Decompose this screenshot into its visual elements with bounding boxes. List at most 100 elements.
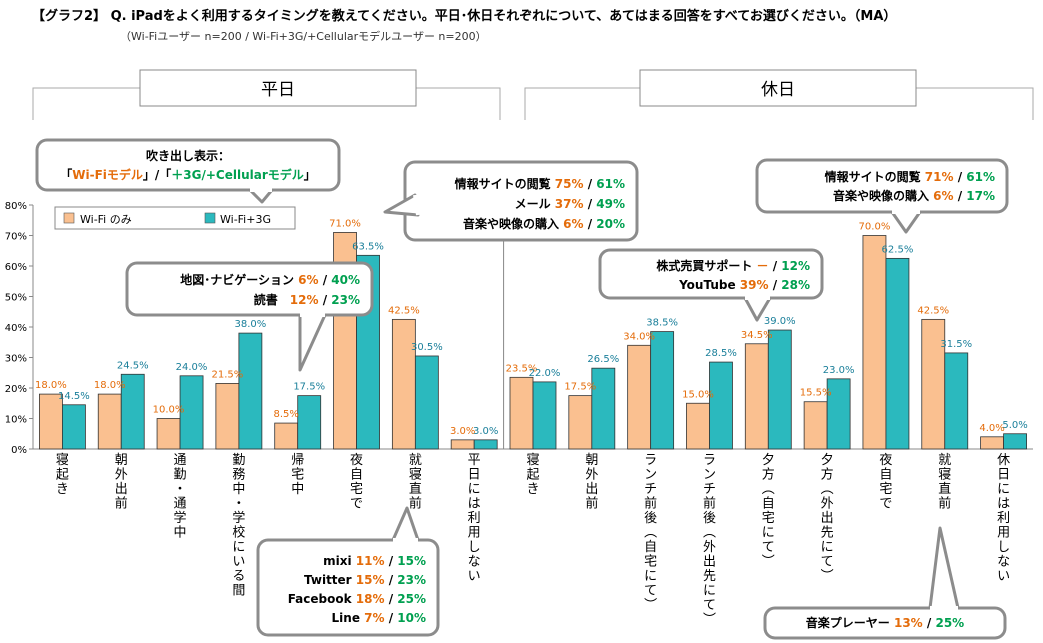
callout-line: 読書 12% / 23% — [254, 292, 360, 307]
value-label-wifi: 10.0% — [153, 405, 185, 416]
callout-holiday-evening: 株式売買サポート － / 12% YouTube 39% / 28% — [598, 248, 824, 322]
callout-line: 音楽プレーヤー 13% / 25% — [806, 615, 964, 630]
bar-wifi — [568, 395, 593, 450]
callout-line: YouTube 39% / 28% — [678, 278, 810, 292]
category-label: 通勤・通学中 — [174, 453, 187, 541]
value-label-wifi: 71.0% — [329, 218, 361, 229]
value-label-cell: 31.5% — [940, 339, 972, 350]
bar-wifi — [391, 318, 416, 450]
bar-wifi — [686, 402, 710, 450]
bar-cell — [297, 395, 322, 450]
callout-holiday-bedtime: 音楽プレーヤー 13% / 25% — [763, 526, 1007, 640]
callout-line: mixi 11% / 15% — [323, 554, 426, 568]
bar-wifi — [450, 439, 475, 450]
bar-cell — [62, 404, 86, 450]
bar-wifi — [862, 235, 887, 450]
callout-line: 音楽や映像の購入 6% / 17% — [833, 188, 995, 203]
legend-label-cell: Wi-Fi+3G — [220, 213, 271, 226]
category-label: 朝外出前 — [585, 453, 598, 512]
callout-weekday-commute: 地図･ナビゲーション 6% / 40% 読書 12% / 23% — [125, 261, 374, 372]
y-tick-label: 20% — [5, 384, 27, 395]
callout-line: 情報サイトの閲覧 71% / 61% — [825, 169, 995, 184]
weekday-header-label: 平日 — [261, 80, 295, 100]
callout-weekday-night: 情報サイトの閲覧 75% / 61% メール 37% / 49% 音楽や映像の購入 … — [383, 160, 639, 242]
value-label-wifi: 34.0% — [623, 331, 655, 342]
category-label: 就寝直前 — [409, 453, 422, 512]
bar-cell — [414, 355, 439, 450]
category-label: 夜自宅で — [350, 453, 363, 512]
value-label-cell: 39.0% — [764, 316, 796, 327]
y-tick-label: 70% — [5, 232, 27, 243]
holiday-header: 休日 — [524, 69, 1034, 120]
bar-cell — [120, 373, 145, 450]
page-title: 【グラフ2】 Q. iPadをよく利用するタイミングを教えてください。平日･休日… — [32, 8, 896, 24]
bar-cell — [1003, 433, 1027, 450]
bar-cell — [944, 352, 969, 450]
callout-line: 「Wi-Fiモデル」/「＋3G/+Cellularモデル」 — [60, 167, 316, 182]
bar-cell — [238, 332, 263, 450]
value-label-cell: 17.5% — [293, 382, 325, 393]
page-subtitle: （Wi-Fiユーザー n=200 / Wi-Fi+3G/+Cellularモデル… — [120, 29, 487, 43]
bar-wifi — [215, 383, 240, 450]
value-label-wifi: 42.5% — [917, 305, 949, 316]
value-label-cell: 5.0% — [1002, 420, 1027, 431]
category-label: 朝外出前 — [115, 453, 128, 512]
value-label-wifi: 70.0% — [859, 222, 891, 233]
value-label-cell: 23.0% — [823, 365, 855, 376]
value-label-wifi: 21.5% — [211, 369, 243, 380]
value-label-cell: 38.0% — [234, 319, 266, 330]
bar-cell — [650, 331, 675, 450]
category-label: ランチ前後︵外出先にて︶ — [703, 453, 716, 628]
bar-wifi — [627, 344, 652, 450]
bar-wifi — [509, 376, 534, 450]
bar-cell — [709, 361, 733, 450]
value-label-cell: 30.5% — [411, 342, 443, 353]
y-tick-label: 10% — [5, 415, 27, 426]
legend: Wi-Fi のみ Wi-Fi+3G — [54, 206, 296, 230]
callout-line: Line 7% / 10% — [332, 611, 426, 625]
bar-cell — [885, 257, 910, 450]
bar-cell — [473, 439, 498, 450]
value-label-wifi: 18.0% — [94, 380, 126, 391]
value-label-cell: 24.0% — [176, 362, 208, 373]
y-tick-label: 60% — [5, 262, 27, 273]
category-label: 寝起き — [526, 452, 539, 497]
callout-line: メール 37% / 49% — [515, 197, 625, 211]
legend-swatch-cell — [204, 212, 216, 224]
category-label: ランチ前後︵自宅にて︶ — [644, 453, 657, 613]
y-tick-label: 0% — [11, 445, 27, 456]
callout-line: Facebook 18% / 25% — [288, 592, 426, 606]
bar-cell — [826, 378, 851, 450]
holiday-header-label: 休日 — [761, 80, 795, 100]
value-label-cell: 22.0% — [529, 368, 561, 379]
y-tick-label: 50% — [5, 293, 27, 304]
bar-cell — [591, 367, 616, 450]
bar-wifi — [274, 422, 299, 450]
value-label-cell: 62.5% — [882, 244, 914, 255]
y-tick-label: 80% — [5, 201, 27, 212]
bar-cell — [767, 329, 792, 450]
legend-swatch-wifi — [63, 212, 75, 224]
value-label-wifi: 17.5% — [564, 382, 596, 393]
value-label-wifi: 18.0% — [35, 380, 67, 391]
weekday-header: 平日 — [32, 69, 501, 120]
category-label: 寝起き — [56, 452, 69, 497]
value-label-cell: 3.0% — [473, 426, 498, 437]
category-label: 夕方︵外出先にて︶ — [821, 453, 834, 584]
value-label-cell: 63.5% — [352, 241, 384, 252]
callout-holiday-night: 情報サイトの閲覧 71% / 61% 音楽や映像の購入 6% / 17% — [755, 158, 1009, 234]
value-label-cell: 28.5% — [705, 348, 737, 359]
bar-cell — [179, 375, 204, 450]
callout-weekday-bedtime: mixi 11% / 15% Twitter 15% / 23% Facebook … — [256, 506, 440, 637]
legend-label-wifi: Wi-Fi のみ — [80, 213, 132, 226]
value-label-wifi: 15.5% — [800, 388, 832, 399]
callout-line: 株式売買サポート － / 12% — [656, 258, 810, 273]
bar-wifi — [156, 418, 181, 450]
value-label-cell: 26.5% — [587, 354, 619, 365]
bar-wifi — [97, 393, 122, 450]
value-label-wifi: 34.5% — [741, 330, 773, 341]
value-label-wifi: 15.0% — [682, 389, 714, 400]
category-label: 就寝直前 — [938, 453, 951, 512]
y-tick-label: 40% — [5, 323, 27, 334]
callout-legend-note: 吹き出し表示： 「Wi-Fiモデル」/「＋3G/+Cellularモデル」 — [35, 138, 341, 204]
